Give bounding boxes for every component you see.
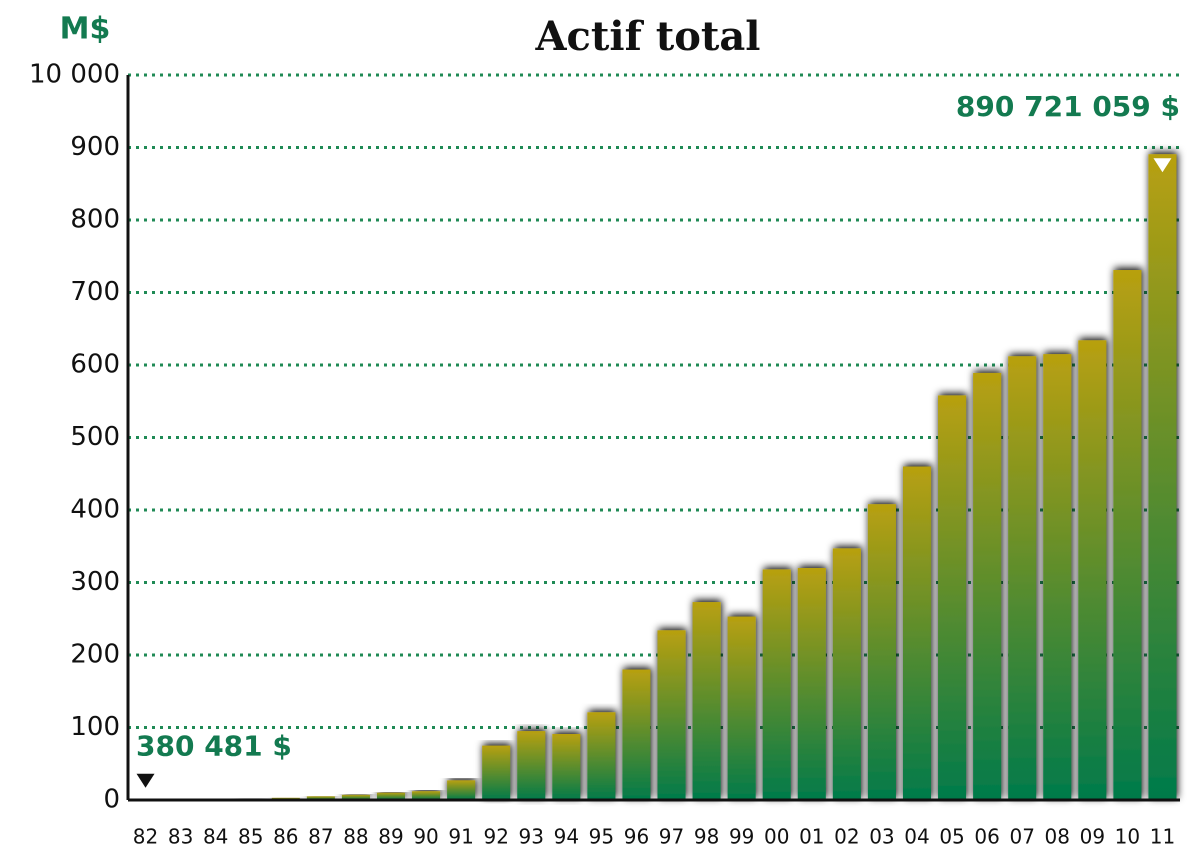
x-tick-label: 05 — [939, 825, 964, 849]
bar — [1148, 154, 1177, 800]
x-tick-label: 82 — [133, 825, 158, 849]
y-tick-label: 600 — [70, 350, 120, 380]
y-tick-label: 800 — [70, 205, 120, 235]
bar — [902, 466, 932, 800]
x-tick-label: 08 — [1045, 825, 1070, 849]
bar — [482, 745, 511, 800]
x-tick-label: 03 — [869, 825, 894, 849]
bar — [692, 602, 721, 800]
y-tick-label: 200 — [70, 640, 120, 670]
bar — [867, 504, 896, 800]
y-tick-label: 900 — [70, 132, 120, 162]
bar — [797, 568, 826, 800]
x-tick-label: 89 — [378, 825, 403, 849]
bar — [517, 731, 546, 800]
bar — [341, 794, 370, 800]
bar — [622, 669, 651, 800]
x-tick-label: 83 — [168, 825, 193, 849]
x-tick-label: 04 — [904, 825, 929, 849]
x-tick-label: 96 — [624, 825, 649, 849]
bar — [1008, 356, 1037, 800]
bar — [657, 630, 686, 800]
x-tick-label: 07 — [1009, 825, 1034, 849]
bar — [306, 796, 335, 800]
y-tick-label: 10 000 — [29, 60, 120, 90]
x-tick-label: 00 — [764, 825, 789, 849]
y-tick-label: 500 — [70, 422, 120, 452]
x-tick-label: 92 — [483, 825, 508, 849]
y-tick-label: 700 — [70, 277, 120, 307]
x-tick-label: 95 — [589, 825, 614, 849]
bar — [938, 395, 967, 800]
y-tick-label: 0 — [103, 785, 120, 815]
value-label: 380 481 $ — [136, 730, 292, 763]
y-tick-label: 100 — [70, 712, 120, 742]
x-tick-label: 10 — [1115, 825, 1140, 849]
bar — [1043, 354, 1072, 800]
x-tick-label: 94 — [554, 825, 579, 849]
x-tick-label: 90 — [413, 825, 438, 849]
x-tick-label: 97 — [659, 825, 684, 849]
chart-title: Actif total — [535, 13, 761, 60]
value-label: 890 721 059 $ — [956, 90, 1180, 123]
x-tick-label: 85 — [238, 825, 263, 849]
y-tick-label: 300 — [70, 567, 120, 597]
label-pointer — [1153, 158, 1172, 173]
y-tick-label: 400 — [70, 495, 120, 525]
bar — [447, 780, 476, 800]
bar — [762, 569, 791, 800]
bar — [552, 734, 581, 800]
x-tick-label: 87 — [308, 825, 333, 849]
bar — [727, 616, 756, 800]
bar — [376, 792, 406, 800]
bar — [832, 548, 861, 800]
bar — [412, 791, 441, 800]
x-tick-label: 93 — [519, 825, 544, 849]
x-tick-label: 01 — [799, 825, 824, 849]
x-tick-label: 02 — [834, 825, 859, 849]
bar — [587, 712, 616, 800]
x-tick-label: 86 — [273, 825, 298, 849]
x-tick-label: 11 — [1150, 825, 1175, 849]
bar — [1113, 270, 1142, 800]
x-tick-label: 88 — [343, 825, 368, 849]
y-axis-label: M$ — [60, 12, 111, 47]
bar — [1078, 340, 1107, 800]
x-tick-label: 98 — [694, 825, 719, 849]
x-tick-label: 91 — [448, 825, 473, 849]
x-tick-label: 09 — [1080, 825, 1105, 849]
x-tick-label: 06 — [974, 825, 999, 849]
label-pointer — [136, 773, 155, 788]
x-tick-label: 84 — [203, 825, 228, 849]
bar — [973, 372, 1002, 800]
x-tick-label: 99 — [729, 825, 754, 849]
